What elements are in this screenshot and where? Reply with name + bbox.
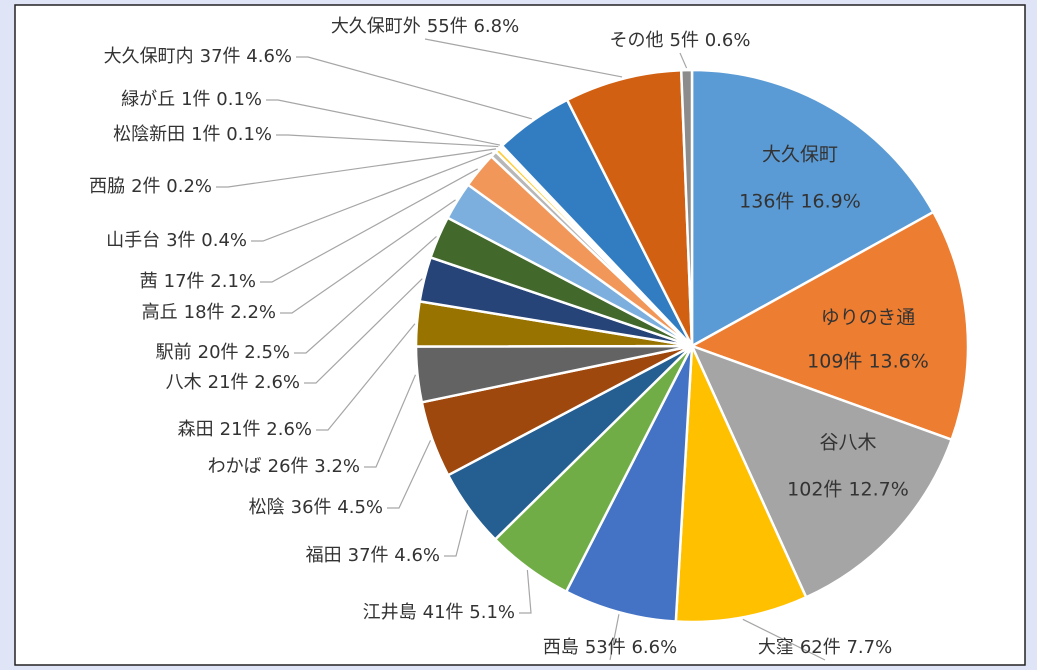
slice-value-label: 36件 4.5% [291,497,383,518]
slice-value-label: 1件 0.1% [181,89,262,110]
slice-label: 大久保町内 37件 4.6% [104,46,292,67]
slice-label: 松陰 36件 4.5% [249,497,383,518]
slice-category: 山手台 [106,230,160,251]
slice-category: 高丘 [142,302,178,323]
slice-value-label: 26件 3.2% [268,456,360,477]
slice-value-label: 62件 7.7% [800,637,892,658]
slice-category: 大久保町内 [104,46,194,67]
leader-line [280,199,456,314]
leader-line [519,569,532,614]
slice-label: わかば 26件 3.2% [208,456,360,477]
slice-category: 松陰 [249,497,285,518]
slice-category: 駅前 [156,342,192,363]
slice-value-label: 53件 6.6% [585,637,677,658]
slice-label: 緑が丘 1件 0.1% [121,89,262,110]
slice-category: 江井島 [363,602,417,623]
slice-label: 西脇 2件 0.2% [89,176,212,197]
slice-category: 大久保町外 [331,16,421,37]
slice-value-label: 17件 2.1% [164,271,256,292]
leader-line [387,440,432,509]
leader-line [424,38,623,78]
slice-value-label: 41件 5.1% [423,602,515,623]
slice-label: 谷八木 [819,432,876,454]
pie-slice [679,68,694,347]
slice-category: 森田 [178,419,214,440]
slice-value-label: 1件 0.1% [191,124,272,145]
slice-label: 森田 21件 2.6% [178,419,312,440]
leader-line [216,148,497,188]
slice-label: 駅前 20件 2.5% [156,342,290,363]
slice-value-label: 37件 4.6% [348,545,440,566]
slice-category: 西島 [543,637,579,658]
slice-category: 緑が丘 [121,89,175,110]
slice-value-label: 109件 13.6% [807,351,929,373]
slice-label: 福田 37件 4.6% [306,545,440,566]
slice-label: 山手台 3件 0.4% [106,230,247,251]
slice-value-label: 37件 4.6% [200,46,292,67]
leader-line [444,510,469,557]
slice-value-label: 5件 0.6% [670,30,751,51]
slice-label: 高丘 18件 2.2% [142,302,276,323]
leader-line [364,374,417,468]
slice-category: 八木 [166,372,202,393]
slice-category: 松陰新田 [113,124,185,145]
slice-value-label: 55件 6.8% [427,16,519,37]
slice-label: 大窪 62件 7.7% [758,637,892,658]
slice-label: 江井島 41件 5.1% [363,602,515,623]
leader-line [679,52,688,69]
slice-label: 八木 21件 2.6% [166,372,300,393]
slice-label: その他 5件 0.6% [610,30,751,51]
leader-line [316,323,416,431]
leader-line [266,99,501,146]
slice-value-label: 136件 16.9% [739,191,861,213]
leader-line [251,152,493,242]
slice-label: 茜 17件 2.1% [140,271,256,292]
leader-line [260,168,478,283]
slice-value-label: 2件 0.2% [131,176,212,197]
slice-category: 福田 [306,545,342,566]
pie-slice [689,343,954,599]
slice-label: ゆりのき通 [821,307,915,329]
slice-category: 大窪 [758,637,794,658]
pie-slice [688,210,970,442]
leader-line [294,236,437,354]
leader-line [304,278,423,384]
leader-line [609,614,620,661]
slice-value-label: 20件 2.5% [198,342,290,363]
slice-category: わかば [208,456,262,477]
slice-label: 西島 53件 6.6% [543,637,677,658]
slice-label: 大久保町 [762,144,838,166]
leader-line [296,56,532,120]
slice-value-label: 3件 0.4% [166,230,247,251]
slice-value-label: 102件 12.7% [787,479,909,501]
slice-value-label: 18件 2.2% [184,302,276,323]
slice-value-label: 21件 2.6% [208,372,300,393]
slice-label: 松陰新田 1件 0.1% [113,124,272,145]
leader-line [742,618,826,661]
pie-slice [690,68,936,349]
pie-slice [565,68,694,347]
slice-category: 西脇 [89,176,125,197]
slice-category: 茜 [140,271,158,292]
leader-line [276,134,499,148]
pie-slice [564,345,694,623]
slice-category: その他 [610,30,664,51]
slice-label: 大久保町外 55件 6.8% [331,16,519,37]
slice-value-label: 21件 2.6% [220,419,312,440]
pie-slice [674,345,808,624]
